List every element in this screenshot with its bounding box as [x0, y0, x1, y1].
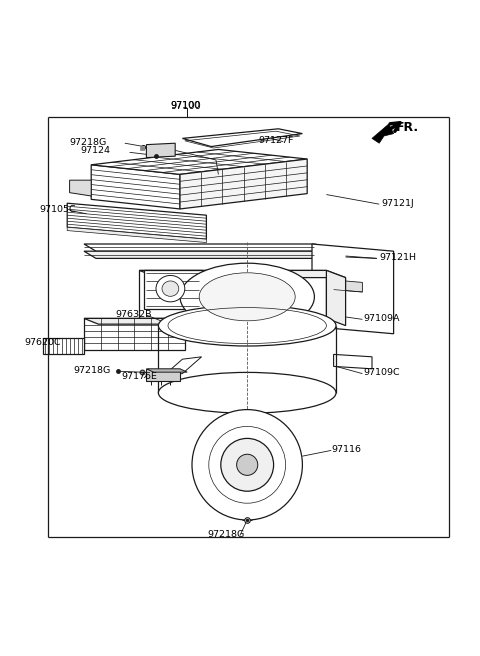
Polygon shape [326, 270, 346, 325]
Polygon shape [144, 270, 202, 309]
Polygon shape [67, 227, 206, 243]
Polygon shape [372, 124, 394, 143]
Text: 97176E: 97176E [121, 373, 157, 381]
Polygon shape [139, 270, 326, 318]
Polygon shape [146, 369, 187, 372]
Circle shape [192, 409, 302, 520]
Polygon shape [182, 129, 302, 146]
Ellipse shape [162, 281, 179, 297]
Polygon shape [91, 165, 180, 209]
Text: 97620C: 97620C [24, 338, 60, 347]
Polygon shape [146, 369, 180, 380]
Polygon shape [84, 318, 199, 324]
Text: 97124: 97124 [81, 146, 110, 155]
Polygon shape [67, 203, 206, 239]
Polygon shape [180, 159, 307, 209]
Ellipse shape [199, 273, 295, 321]
Text: 97121H: 97121H [379, 253, 416, 262]
Text: 97100: 97100 [170, 101, 200, 110]
Text: 97121J: 97121J [382, 199, 414, 208]
Text: 97100: 97100 [170, 101, 201, 111]
Ellipse shape [158, 373, 336, 413]
Polygon shape [70, 180, 91, 196]
Polygon shape [43, 338, 84, 354]
Text: 97218G: 97218G [207, 530, 245, 539]
Ellipse shape [156, 276, 185, 302]
Text: 97218G: 97218G [70, 138, 107, 147]
Text: 97105C: 97105C [39, 205, 76, 214]
Text: 97632B: 97632B [115, 310, 152, 319]
Polygon shape [163, 357, 202, 376]
Polygon shape [96, 247, 312, 255]
Text: 97127F: 97127F [258, 136, 294, 145]
Polygon shape [84, 244, 346, 251]
Polygon shape [91, 150, 307, 174]
Text: 97116: 97116 [331, 445, 361, 454]
Circle shape [237, 454, 258, 476]
Polygon shape [334, 354, 372, 369]
Polygon shape [146, 143, 175, 157]
Polygon shape [334, 280, 362, 292]
Text: 97109C: 97109C [364, 368, 400, 377]
Circle shape [221, 438, 274, 491]
Ellipse shape [180, 263, 314, 331]
Text: 97109A: 97109A [364, 314, 400, 323]
Ellipse shape [158, 305, 336, 346]
Polygon shape [84, 251, 346, 258]
Text: 97218G: 97218G [73, 366, 110, 375]
Text: FR.: FR. [396, 121, 419, 134]
Polygon shape [312, 244, 394, 334]
Polygon shape [139, 270, 346, 277]
Polygon shape [84, 318, 185, 350]
